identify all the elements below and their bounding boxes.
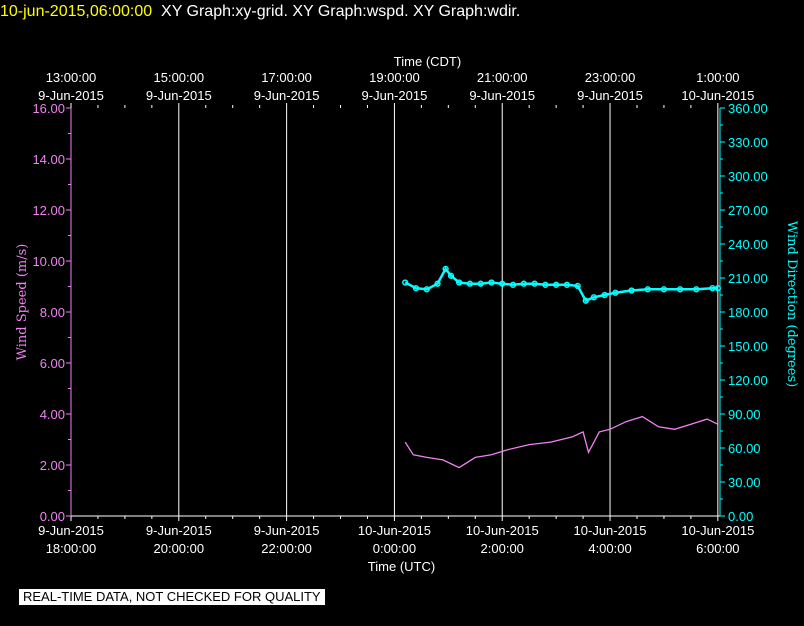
wind-direction-point: [563, 281, 571, 288]
x-tick-label-bottom-time: 22:00:00: [261, 541, 312, 556]
header-timestamp: 10-jun-2015,06:00:00: [0, 3, 153, 20]
x-tick-label-bottom-date: 10-Jun-2015: [358, 523, 431, 538]
wind-direction-point: [574, 282, 581, 290]
y-left-tick-label: 8.00: [40, 305, 65, 320]
header-layers: XY Graph:xy-grid. XY Graph:wspd. XY Grap…: [161, 3, 521, 20]
wind-direction-point: [412, 285, 420, 292]
wind-direction-point: [676, 286, 684, 293]
wind-direction-point: [423, 286, 430, 293]
wind-direction-point: [542, 281, 549, 288]
wind-direction-point: [477, 280, 484, 287]
wind-direction-point: [447, 272, 455, 279]
wind-direction-point: [552, 281, 560, 288]
x-tick-label-bottom-time: 4:00:00: [588, 541, 631, 556]
wind-direction-point: [402, 279, 409, 286]
y-left-tick-label: 2.00: [40, 458, 65, 473]
y-right-tick-label: 360.00: [728, 101, 768, 116]
wind-direction-point: [520, 280, 527, 287]
wind-direction-point: [628, 287, 635, 294]
wind-direction-point: [509, 281, 517, 288]
x-tick-label-top-time: 17:00:00: [261, 70, 312, 85]
y-right-tick-label: 60.00: [728, 441, 761, 456]
left-axis-title: Wind Speed (m/s): [15, 244, 30, 361]
y-right-tick-label: 120.00: [728, 373, 768, 388]
y-left-tick-label: 0.00: [40, 509, 65, 524]
y-left-tick-label: 10.00: [32, 254, 65, 269]
x-tick-label-bottom-date: 10-Jun-2015: [466, 523, 539, 538]
header: 10-jun-2015,06:00:00 XY Graph:xy-grid. X…: [0, 2, 520, 22]
wind-direction-point: [455, 279, 463, 286]
y-left-tick-label: 16.00: [32, 101, 65, 116]
x-tick-label-bottom-date: 9-Jun-2015: [254, 523, 320, 538]
wind-direction-point: [582, 297, 589, 304]
x-tick-label-bottom-date: 9-Jun-2015: [38, 523, 104, 538]
x-tick-label-top-date: 9-Jun-2015: [577, 88, 643, 103]
y-right-tick-label: 210.00: [728, 271, 768, 286]
wind-direction-point: [531, 280, 538, 287]
wind-speed-line: [404, 415, 719, 469]
y-left-tick-label: 4.00: [40, 407, 65, 422]
wind-direction-point: [434, 280, 441, 287]
x-tick-label-top-time: 13:00:00: [46, 70, 97, 85]
x-tick-label-bottom-time: 18:00:00: [46, 541, 97, 556]
y-right-tick-label: 0.00: [728, 509, 753, 524]
y-right-tick-label: 180.00: [728, 305, 768, 320]
x-tick-label-top-time: 19:00:00: [369, 70, 420, 85]
grid-lines: [70, 108, 720, 517]
x-tick-label-bottom-date: 9-Jun-2015: [146, 523, 212, 538]
x-tick-label-top-date: 10-Jun-2015: [681, 88, 754, 103]
wind-direction-point: [499, 280, 506, 287]
y-right-tick-label: 330.00: [728, 135, 768, 150]
y-right-tick-label: 240.00: [728, 237, 768, 252]
bottom-axis-title: Time (UTC): [368, 559, 435, 574]
series-group: [402, 265, 721, 469]
x-tick-label-top-date: 9-Jun-2015: [38, 88, 104, 103]
y-left-tick-label: 14.00: [32, 152, 65, 167]
x-tick-label-bottom-time: 0:00:00: [373, 541, 416, 556]
wind-direction-point: [660, 286, 668, 293]
y-left-tick-label: 12.00: [32, 203, 65, 218]
y-right-tick-label: 270.00: [728, 203, 768, 218]
x-tick-label-top-time: 1:00:00: [696, 70, 739, 85]
x-tick-label-top-time: 23:00:00: [585, 70, 636, 85]
wind-direction-point: [612, 289, 619, 296]
x-tick-label-bottom-date: 10-Jun-2015: [681, 523, 754, 538]
wind-direction-point: [590, 294, 598, 301]
x-tick-label-bottom-time: 20:00:00: [154, 541, 205, 556]
y-right-tick-label: 90.00: [728, 407, 761, 422]
wind-direction-point: [466, 280, 474, 287]
right-axis-title: Wind Direction (degrees): [784, 221, 799, 387]
wind-direction-point: [488, 279, 495, 286]
x-tick-label-bottom-time: 6:00:00: [696, 541, 739, 556]
x-tick-label-top-time: 15:00:00: [154, 70, 205, 85]
wind-direction-point: [714, 285, 721, 292]
x-tick-label-top-date: 9-Jun-2015: [362, 88, 428, 103]
x-tick-label-top-date: 9-Jun-2015: [146, 88, 212, 103]
y-left-tick-label: 6.00: [40, 356, 65, 371]
x-tick-label-bottom-time: 2:00:00: [481, 541, 524, 556]
axis-ticks: 9-Jun-2015 18:00:00 13:00:00 9-Jun-2015 9-Ju…: [32, 70, 767, 556]
x-tick-label-top-date: 9-Jun-2015: [469, 88, 535, 103]
top-axis-title: Time (CDT): [394, 54, 461, 69]
x-tick-label-bottom-date: 10-Jun-2015: [574, 523, 647, 538]
wind-direction-point: [601, 291, 608, 299]
y-right-tick-label: 300.00: [728, 169, 768, 184]
x-tick-label-top-date: 9-Jun-2015: [254, 88, 320, 103]
qc-note: REAL-TIME DATA, NOT CHECKED FOR QUALITY: [19, 589, 325, 605]
wind-direction-point: [693, 286, 700, 293]
wind-direction-point: [644, 286, 651, 293]
wind-direction-point: [442, 265, 449, 273]
y-right-tick-label: 150.00: [728, 339, 768, 354]
y-right-tick-label: 30.00: [728, 475, 761, 490]
x-tick-label-top-time: 21:00:00: [477, 70, 528, 85]
